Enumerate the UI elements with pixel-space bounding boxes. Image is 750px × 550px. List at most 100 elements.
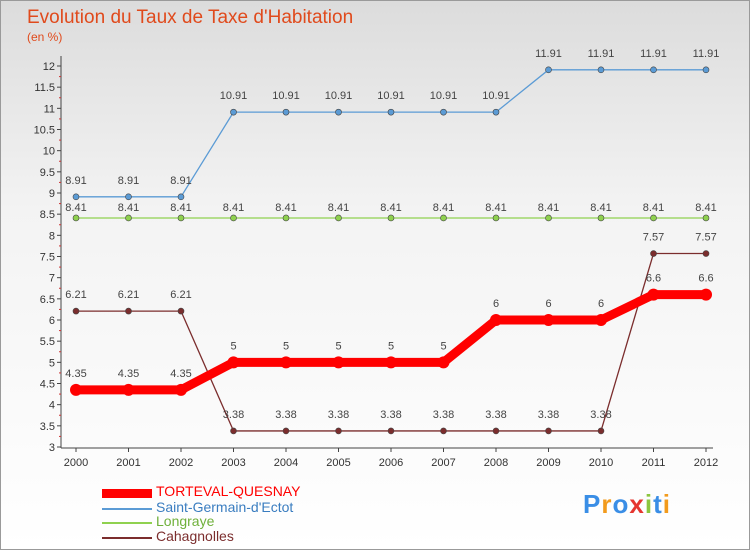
y-tick-label: 10.5	[34, 125, 55, 137]
legend-swatch	[102, 488, 152, 498]
data-label: 8.91	[170, 175, 191, 187]
x-tick-label: 2004	[274, 457, 298, 469]
x-tick-label: 2006	[379, 457, 403, 469]
data-point	[227, 356, 240, 369]
chart-series	[70, 66, 712, 435]
x-tick-label: 2000	[64, 457, 88, 469]
data-label: 6.6	[646, 273, 661, 285]
data-point	[700, 288, 712, 301]
data-point	[492, 427, 500, 435]
data-label: 10.91	[377, 90, 405, 102]
legend-swatch	[102, 537, 152, 539]
data-point	[650, 214, 657, 222]
data-point	[335, 108, 342, 116]
logo-letter: P	[583, 489, 602, 519]
data-label: 3.38	[223, 409, 244, 421]
data-label: 8.41	[695, 202, 716, 214]
data-point	[70, 383, 82, 396]
logo-letter: o	[612, 489, 630, 519]
data-point	[702, 66, 710, 74]
y-tick-label: 5	[49, 357, 55, 369]
data-label: 11.91	[640, 48, 667, 60]
x-tick-label: 2012	[694, 457, 718, 469]
data-label: 10.91	[430, 90, 458, 102]
data-label: 5	[230, 340, 236, 352]
data-label: 8.91	[118, 175, 139, 187]
data-label: 10.91	[220, 90, 248, 102]
data-point	[335, 214, 342, 222]
x-tick-label: 2011	[642, 457, 666, 469]
y-tick-label: 5.5	[40, 336, 55, 348]
chart-subtitle: (en %)	[27, 30, 63, 44]
data-label: 8.41	[485, 202, 506, 214]
data-label: 5	[283, 340, 289, 352]
chart-title: Evolution du Taux de Taxe d'Habitation	[27, 7, 354, 28]
x-tick-label: 2003	[221, 457, 245, 469]
data-label: 8.41	[538, 202, 559, 214]
data-point	[545, 214, 552, 222]
data-label: 10.91	[272, 90, 300, 102]
chart-axes: 3 3.5 4 4.5 5 5.5 6 6.5 7 7.5 8 8.5 9 9.5 10 10.5 11 11.5…	[34, 56, 718, 469]
data-point	[280, 356, 292, 369]
data-point	[230, 108, 237, 116]
data-point	[230, 214, 237, 222]
data-point	[72, 193, 80, 201]
data-point	[437, 356, 450, 369]
y-tick-label: 7	[49, 273, 55, 285]
legend-label: Longraye	[156, 513, 215, 529]
y-tick-label: 12	[43, 61, 55, 73]
x-tick-label: 2007	[431, 457, 455, 469]
data-point	[650, 250, 657, 257]
data-point	[647, 288, 660, 301]
data-label: 3.38	[380, 409, 401, 421]
y-tick-label: 4.5	[40, 379, 55, 391]
data-point	[542, 314, 555, 326]
data-label: 11.91	[588, 48, 615, 60]
data-point	[597, 427, 605, 435]
data-label: 3.38	[275, 409, 296, 421]
data-label: 5	[440, 340, 446, 352]
x-tick-label: 2008	[484, 457, 508, 469]
data-point	[177, 307, 185, 315]
legend-label: TORTEVAL-QUESNAY	[156, 483, 301, 499]
data-label: 6.21	[118, 289, 139, 301]
data-label: 8.91	[65, 175, 86, 187]
data-point	[595, 314, 607, 326]
data-point	[387, 427, 395, 435]
y-tick-label: 9.5	[40, 167, 55, 179]
data-point	[492, 214, 500, 222]
data-label: 11.91	[535, 48, 562, 60]
data-point	[492, 108, 500, 116]
data-point	[282, 108, 290, 116]
y-tick-label: 9	[49, 188, 55, 200]
data-label: 8.41	[590, 202, 611, 214]
data-point	[335, 427, 342, 435]
data-point	[125, 193, 132, 201]
y-tick-label: 4	[49, 400, 55, 412]
chart-data-labels: 4.35 4.35 4.35 5 5 5 5 5 6 6 6 6.6 6.6 8.91 8.91 8.91 10…	[65, 48, 719, 421]
data-label: 8.41	[65, 202, 86, 214]
data-label: 3.38	[538, 409, 559, 421]
data-point	[597, 66, 605, 74]
x-tick-label: 2010	[589, 457, 613, 469]
data-point	[175, 383, 187, 396]
data-point	[72, 307, 80, 315]
y-tick-label: 3.5	[40, 421, 55, 433]
data-point	[122, 383, 135, 396]
data-label: 8.41	[170, 202, 191, 214]
data-label: 10.91	[325, 90, 353, 102]
data-label: 8.41	[118, 202, 139, 214]
data-label: 7.57	[643, 232, 664, 244]
data-point	[125, 307, 132, 315]
data-point	[490, 314, 502, 326]
legend-swatch	[102, 508, 152, 510]
data-point	[282, 427, 290, 435]
x-tick-label: 2002	[169, 457, 193, 469]
data-label: 8.41	[380, 202, 401, 214]
data-point	[650, 66, 657, 74]
y-tick-label: 7.5	[40, 252, 55, 264]
logo-letter: i	[662, 489, 671, 519]
data-point	[72, 214, 80, 222]
x-tick-label: 2005	[326, 457, 350, 469]
data-label: 6.21	[65, 289, 86, 301]
